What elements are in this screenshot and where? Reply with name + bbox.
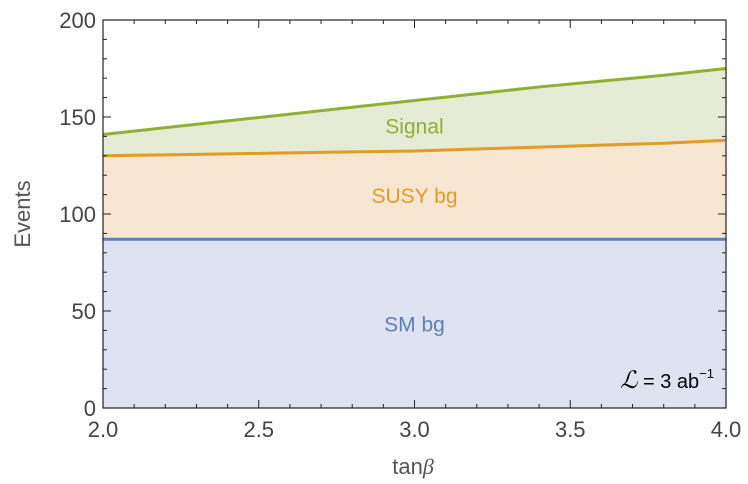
x-tick-label: 3.0 [399, 417, 430, 442]
x-tick-label: 4.0 [711, 417, 742, 442]
y-tick-label: 100 [59, 202, 96, 227]
series-lines [102, 67, 727, 241]
luminosity-exponent: −1 [699, 366, 714, 381]
luminosity-symbol: ℒ [620, 368, 638, 394]
signal-label: Signal [385, 116, 443, 139]
luminosity-value: = 3 ab [637, 371, 699, 393]
x-axis-label-symbol: β [422, 454, 434, 479]
luminosity-annotation: ℒ = 3 ab−1 [620, 366, 714, 394]
signal-line [102, 67, 727, 136]
y-tick-label: 150 [59, 105, 96, 130]
y-tick-label: 200 [59, 8, 96, 33]
susy-bg-label: SUSY bg [372, 185, 458, 208]
susy-bg-line [102, 138, 727, 158]
x-tick-label: 3.5 [555, 417, 586, 442]
x-tick-label: 2.0 [88, 417, 119, 442]
y-tick-label: 0 [84, 396, 96, 421]
y-axis-label: Events [10, 180, 35, 247]
signal-area [103, 68, 726, 156]
susy-bg-area [103, 140, 726, 240]
series-labels: SM bg SUSY bg Signal [372, 116, 458, 337]
sm-bg-area [103, 239, 726, 408]
axis-ticks: 2.0 2.5 3.0 3.5 4.0 0 50 100 150 200 [59, 8, 741, 442]
sm-bg-label: SM bg [384, 314, 445, 337]
series-areas [103, 68, 726, 408]
x-axis-label-text: tan [392, 454, 423, 479]
x-axis-label: tanβ [392, 454, 434, 479]
y-tick-label: 50 [72, 299, 96, 324]
x-tick-label: 2.5 [243, 417, 274, 442]
